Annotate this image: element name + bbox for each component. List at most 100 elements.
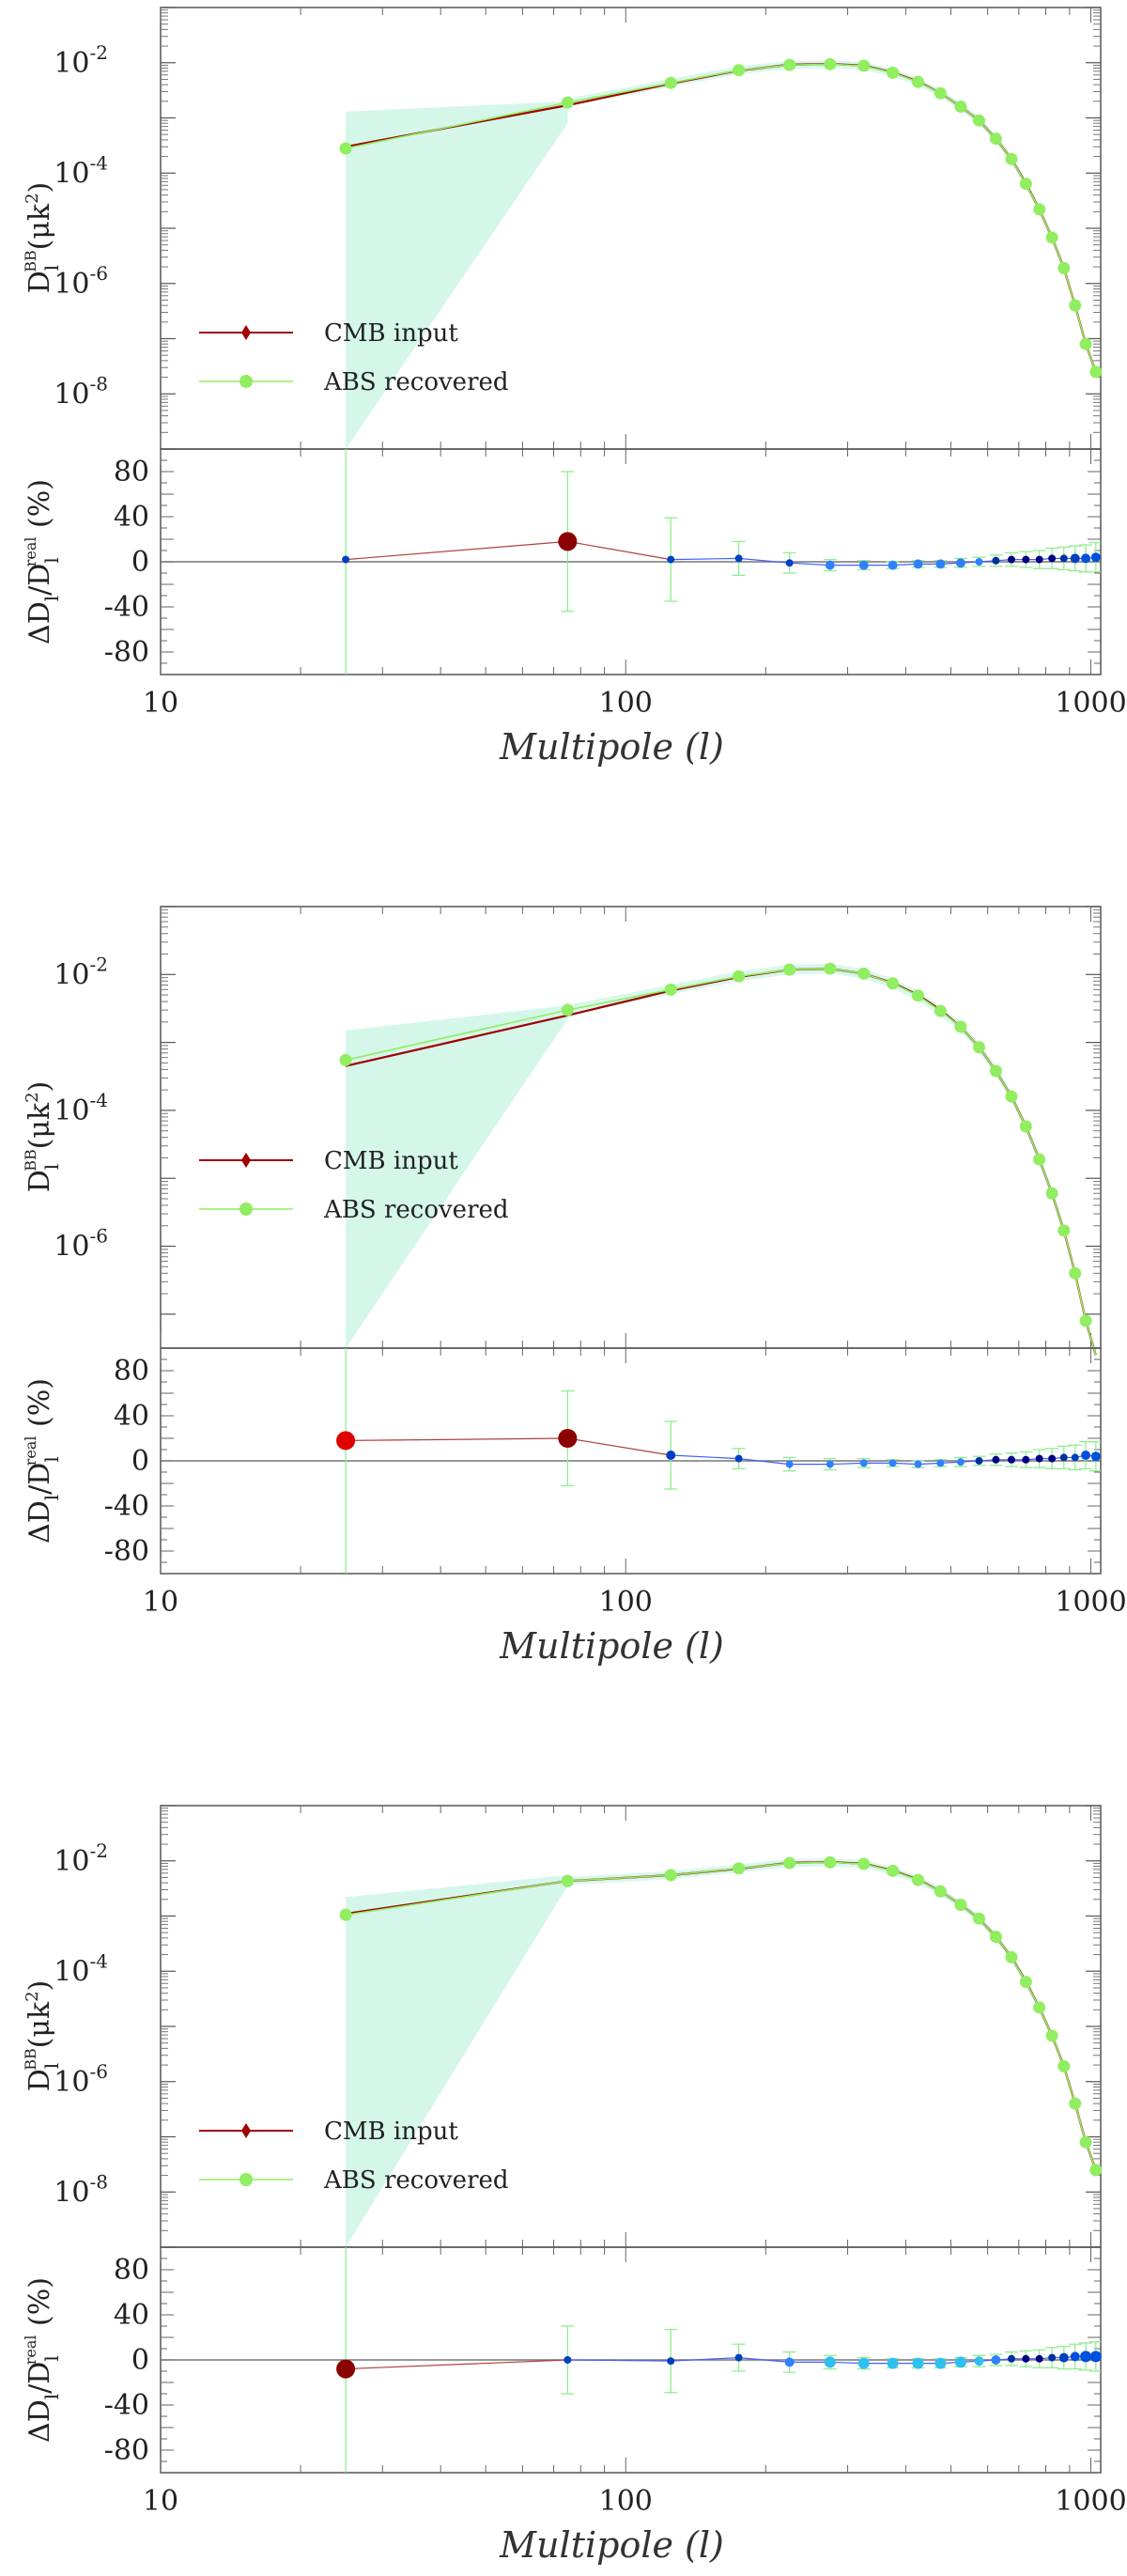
residual-point <box>956 1458 965 1466</box>
uncertainty-band <box>346 101 568 450</box>
res-y-tick-label: -80 <box>104 636 149 669</box>
x-tick-label: 1000 <box>1055 1586 1126 1619</box>
res-y-tick-label: 80 <box>114 2254 149 2287</box>
residual-line-segment <box>671 2357 739 2362</box>
legend-label: CMB input <box>324 2118 458 2146</box>
ylabel-sub: l <box>40 265 63 271</box>
residual-point <box>1081 1451 1091 1460</box>
abs-recovered-point <box>339 142 352 155</box>
residual-point <box>935 559 946 569</box>
res-ylabel-main: ΔD <box>23 601 56 644</box>
y-tick-label: 10-4 <box>54 1089 108 1127</box>
x-axis-label: Multipole (l) <box>499 726 724 768</box>
residual-point <box>342 555 350 564</box>
legend-label: ABS recovered <box>323 368 509 396</box>
residual-point <box>1007 555 1015 564</box>
legend-abs-marker <box>239 1203 253 1216</box>
residual-point <box>1022 555 1030 564</box>
residual-point <box>888 560 898 570</box>
residual-line-segment <box>671 1454 739 1460</box>
abs-recovered-point <box>887 66 900 79</box>
residual-point <box>1071 1453 1079 1462</box>
x-axis-label: Multipole (l) <box>499 1625 724 1667</box>
abs-recovered-point <box>934 1004 947 1017</box>
abs-recovered-point <box>989 132 1002 146</box>
abs-recovered-point <box>561 1003 574 1016</box>
abs-recovered-point <box>1089 365 1103 379</box>
residual-line-segment <box>346 1437 568 1441</box>
residual-point <box>887 2357 899 2369</box>
abs-recovered-point <box>954 1020 967 1033</box>
abs-recovered-point <box>1005 152 1018 165</box>
residual-point <box>857 2357 870 2369</box>
res-y-tick-label: -40 <box>104 1490 149 1523</box>
y-axis-label: DlBB(μk2) <box>22 1980 63 2092</box>
legend: CMB input ABS recovered <box>199 1147 509 1224</box>
res-y-tick-label: -40 <box>104 2389 149 2422</box>
abs-recovered-point <box>1019 1120 1032 1133</box>
ylabel-rest: (μk <box>23 203 56 250</box>
residual-point <box>336 1431 356 1451</box>
y-axis-label-text: DlBB(μk2) <box>22 1980 63 2092</box>
abs-recovered-point <box>664 76 677 89</box>
residual-point <box>859 1459 868 1467</box>
abs-recovered-point <box>1058 2059 1071 2072</box>
abs-recovered-point <box>911 1873 924 1886</box>
residual-point <box>734 1454 743 1463</box>
residual-point <box>1022 2354 1030 2363</box>
abs-recovered-point <box>954 1899 967 1912</box>
residual-point <box>1090 1451 1101 1462</box>
abs-recovered-point <box>989 1931 1002 1944</box>
abs-recovered-point <box>857 1857 871 1870</box>
residual-line-segment <box>738 557 790 564</box>
y-tick-exponent: -2 <box>90 41 108 64</box>
res-ylabel-rest: (%) <box>23 479 56 536</box>
legend-cmb-marker <box>241 2123 251 2138</box>
legend: CMB input ABS recovered <box>199 319 509 396</box>
res-ylabel-sup2: real <box>22 1435 39 1466</box>
abs-recovered-point <box>1069 2097 1082 2110</box>
ylabel-rest-sup: 2 <box>23 1991 42 2001</box>
residual-point <box>934 2357 947 2369</box>
abs-recovered-point <box>1058 1224 1071 1237</box>
res-ylabel-sub2: l <box>40 2355 63 2361</box>
y-axis-label: DlBB(μk2) <box>22 1081 63 1193</box>
legend-label: ABS recovered <box>323 2166 509 2195</box>
ylabel-sub: l <box>40 2063 63 2069</box>
uncertainty-ribbon <box>567 963 1096 1360</box>
abs-recovered-point <box>733 970 746 983</box>
abs-recovered-point <box>1005 1950 1018 1963</box>
x-tick-label: 1000 <box>1055 2485 1126 2518</box>
abs-recovered-point <box>989 1064 1002 1078</box>
residual-line-segment <box>567 2359 672 2362</box>
residual-point <box>1035 1454 1043 1463</box>
ylabel-sub: l <box>40 1164 63 1170</box>
ylabel-rest: (μk <box>23 1102 56 1149</box>
residual-y-label-text: ΔDl/Dlreal (%) <box>22 2277 63 2443</box>
abs-recovered-point <box>1019 1976 1032 1989</box>
residual-line-segment <box>789 562 830 566</box>
abs-recovered-point <box>824 962 837 975</box>
x-tick-label: 1000 <box>1055 687 1126 720</box>
abs-recovered-point <box>1069 299 1082 312</box>
residual-point <box>975 558 983 566</box>
abs-recovered-point <box>1019 178 1032 191</box>
main-plot-frame <box>160 906 1102 1349</box>
res-ylabel-sub: l <box>40 596 63 601</box>
residual-point <box>912 2357 924 2369</box>
y-tick-label: 10-4 <box>54 1949 108 1988</box>
abs-recovered-point <box>824 1855 837 1869</box>
residual-point <box>888 1459 897 1467</box>
residual-y-axis-label: ΔDl/Dlreal (%) <box>22 479 63 644</box>
abs-recovered-point <box>1058 261 1071 274</box>
abs-recovered-point <box>1089 2164 1103 2177</box>
ylabel-close: ) <box>23 182 56 194</box>
res-ylabel-sub2: l <box>40 557 63 563</box>
residual-point <box>1035 2354 1043 2363</box>
abs-recovered-point <box>911 75 924 88</box>
abs-recovered-point <box>911 989 924 1002</box>
y-tick-label: 10-2 <box>54 1839 108 1878</box>
abs-recovered-point <box>339 1908 352 1921</box>
legend-cmb-marker <box>241 325 251 340</box>
